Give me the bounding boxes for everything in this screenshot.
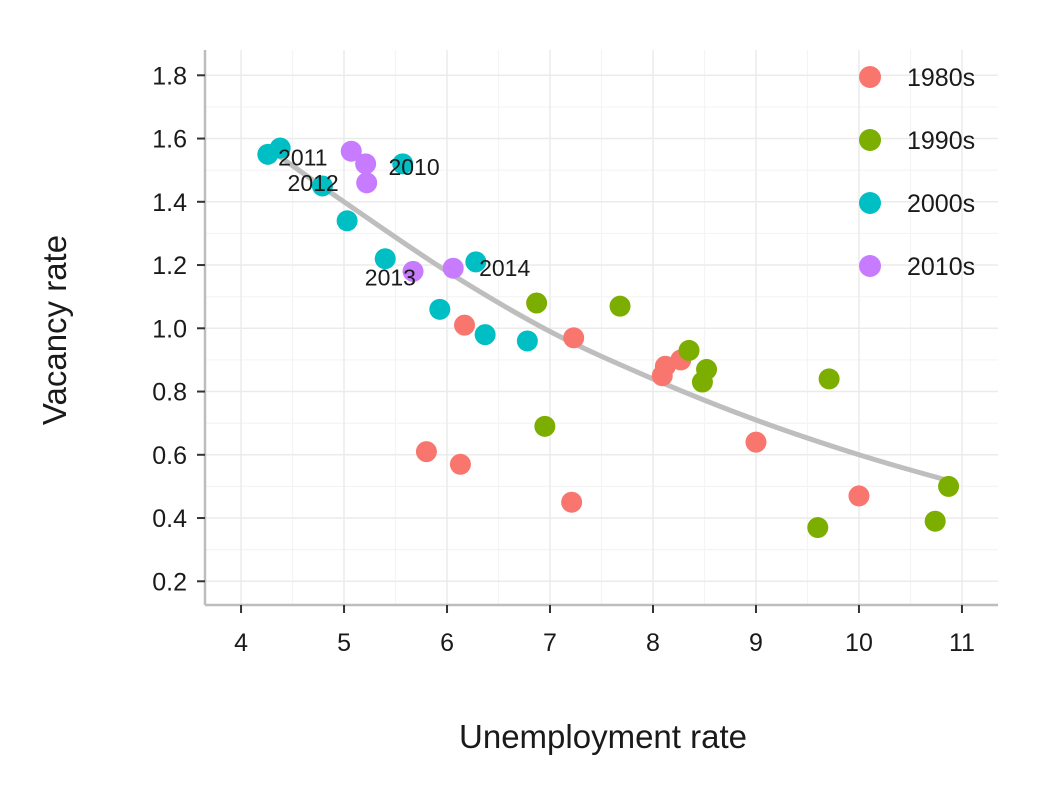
data-point-2010s	[356, 172, 378, 194]
y-tick-label: 0.8	[152, 379, 187, 407]
legend: 1980s 1990s 2000s 2010s	[859, 64, 975, 281]
data-point-1990s	[678, 339, 700, 361]
points-layer	[257, 137, 960, 539]
data-point-1990s	[818, 368, 840, 390]
data-point-1990s	[807, 517, 829, 539]
data-point-2010s	[340, 140, 362, 162]
legend-swatch-2000s	[859, 192, 881, 214]
data-point-2000s	[269, 137, 291, 159]
data-point-2000s	[336, 210, 358, 232]
data-point-2010s	[355, 153, 377, 175]
data-point-2000s	[392, 153, 414, 175]
legend-label: 1980s	[907, 64, 975, 92]
data-point-1980s	[415, 441, 437, 463]
y-tick-label: 1.6	[152, 126, 187, 154]
point-annotation: 2010	[388, 154, 439, 180]
data-point-2010s	[442, 257, 464, 279]
data-point-2000s	[516, 330, 538, 352]
x-tick-label: 6	[440, 629, 454, 657]
x-axis-title: Unemployment rate	[459, 718, 747, 755]
data-point-1980s	[561, 491, 583, 513]
data-point-1980s	[745, 431, 767, 453]
y-axis-title: Vacancy rate	[36, 235, 73, 425]
data-point-1990s	[696, 358, 718, 380]
axes: 4 5 6 7 8 9 10 11 0.2 0.4 0.6 0.8 1.0 1.2 1.4 1.6 1.8	[152, 50, 998, 657]
data-point-1990s	[924, 510, 946, 532]
data-point-1980s	[449, 453, 471, 475]
data-point-1990s	[534, 415, 556, 437]
data-point-2000s	[374, 248, 396, 270]
data-point-2000s	[474, 324, 496, 346]
point-annotation: 2011	[278, 145, 327, 171]
legend-swatch-1980s	[859, 66, 881, 88]
point-annotation: 2014	[479, 255, 530, 281]
data-point-1990s	[609, 295, 631, 317]
y-tick-label: 0.4	[152, 505, 187, 533]
y-tick-label: 1.2	[152, 252, 187, 280]
data-point-1980s	[848, 485, 870, 507]
legend-label: 2010s	[907, 253, 975, 281]
y-tick-label: 1.4	[152, 189, 187, 217]
data-point-1990s	[526, 292, 548, 314]
point-annotation: 2013	[365, 265, 416, 291]
trend-layer	[269, 148, 949, 483]
data-point-2000s	[311, 175, 333, 197]
point-annotation: 2012	[288, 170, 339, 196]
legend-label: 2000s	[907, 190, 975, 218]
legend-swatch-2010s	[859, 255, 881, 277]
y-tick-label: 0.6	[152, 442, 187, 470]
x-tick-label: 7	[543, 629, 557, 657]
x-tick-label: 8	[646, 629, 660, 657]
data-point-2010s	[402, 260, 424, 282]
y-tick-label: 1.8	[152, 62, 187, 90]
minor-grid	[205, 50, 998, 605]
x-tick-label: 9	[749, 629, 763, 657]
legend-label: 1990s	[907, 127, 975, 155]
data-point-1980s	[454, 314, 476, 336]
y-tick-label: 1.0	[152, 315, 187, 343]
data-point-2000s	[429, 298, 451, 320]
x-tick-label: 4	[234, 629, 248, 657]
y-tick-label: 0.2	[152, 568, 187, 596]
legend-swatch-1990s	[859, 129, 881, 151]
x-tick-label: 11	[949, 629, 975, 657]
trend-line	[269, 148, 949, 483]
data-point-1980s	[563, 327, 585, 349]
data-point-2000s	[465, 251, 487, 273]
x-tick-label: 10	[845, 629, 873, 657]
data-point-1990s	[938, 475, 960, 497]
x-tick-label: 5	[337, 629, 351, 657]
